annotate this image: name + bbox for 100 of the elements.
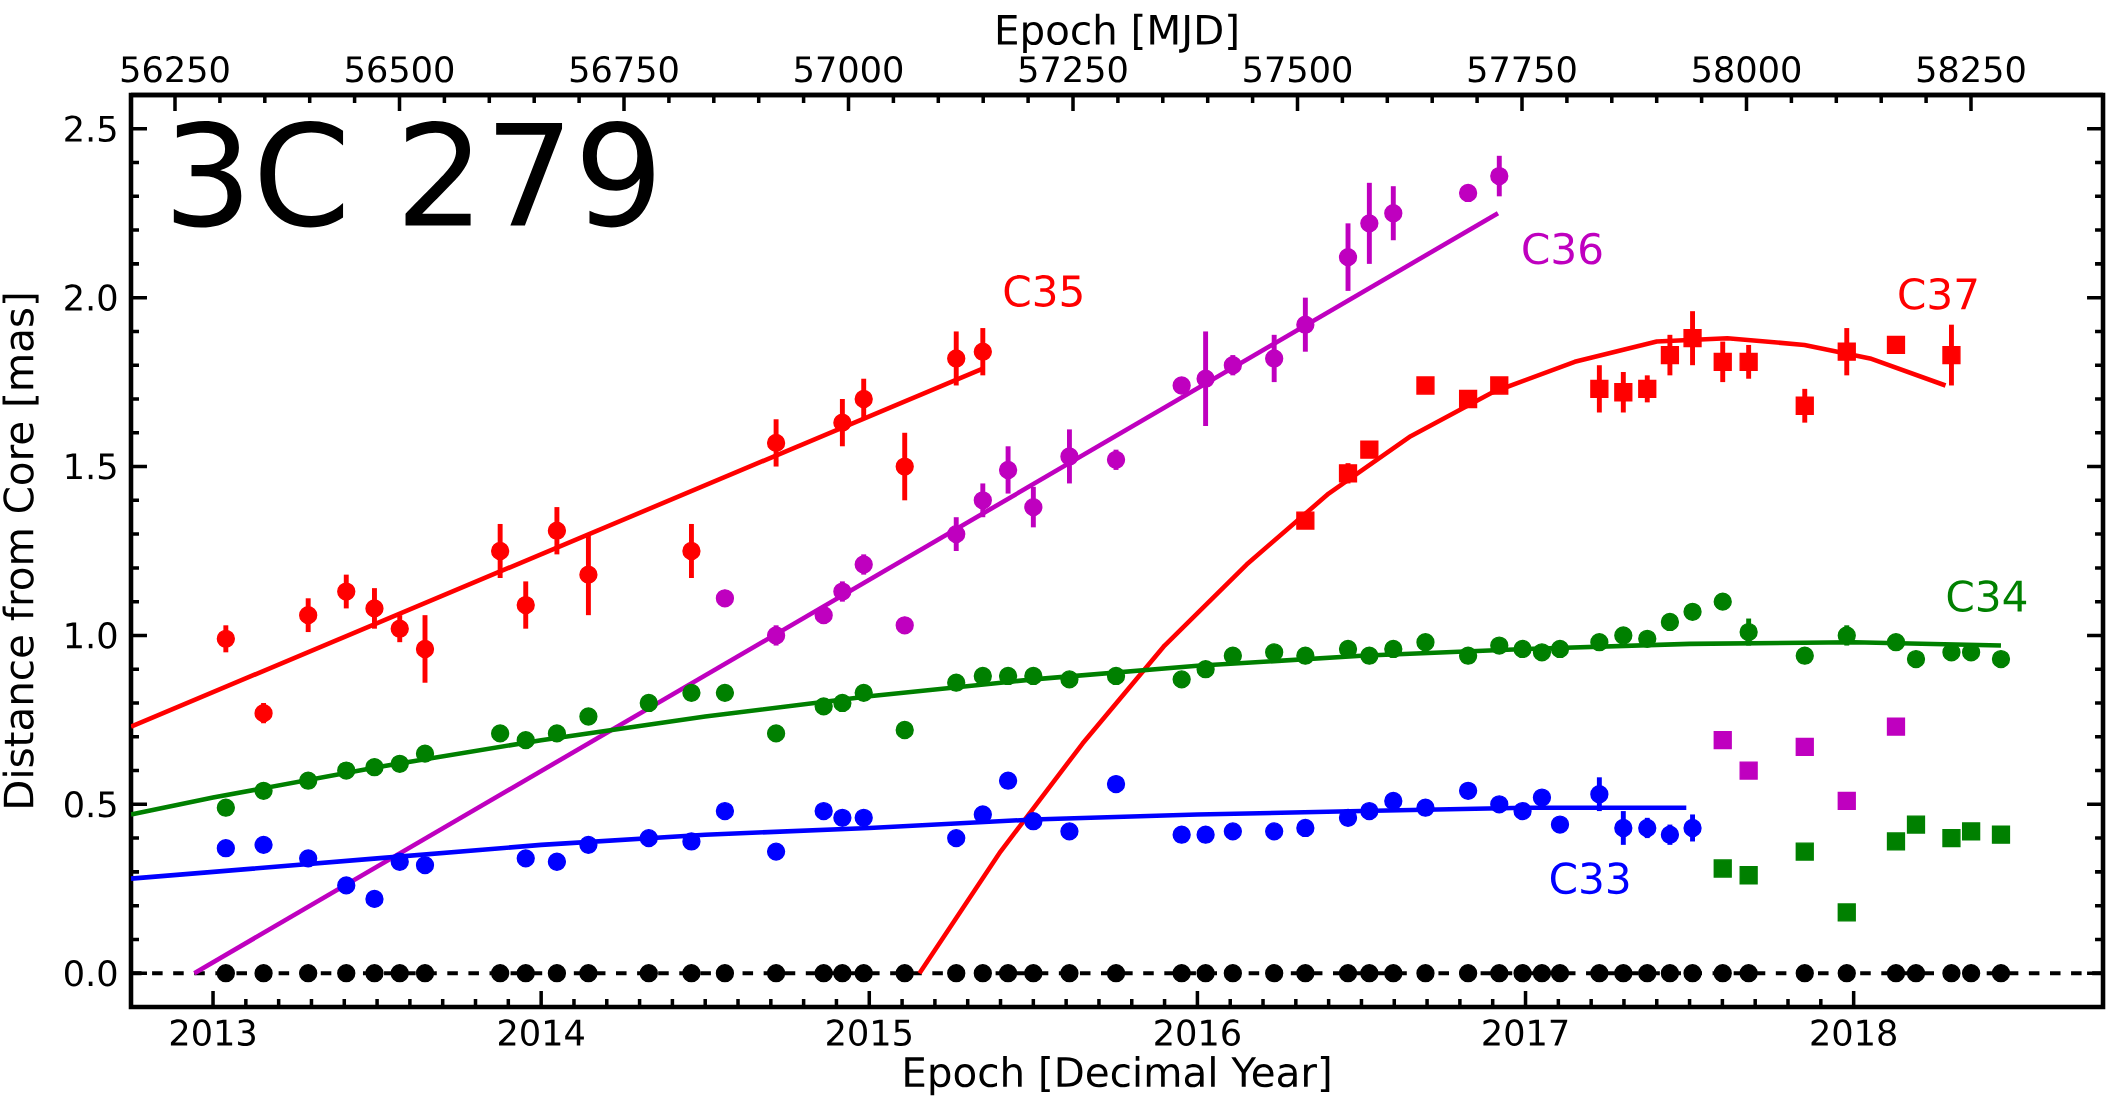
- point: [1550, 815, 1570, 834]
- point: [715, 801, 735, 821]
- point: [1683, 818, 1702, 838]
- point: [1360, 646, 1379, 665]
- point: [1638, 379, 1657, 399]
- point: [854, 555, 873, 574]
- point: [1024, 666, 1043, 686]
- point: [639, 693, 658, 713]
- point: [547, 964, 567, 983]
- point: [766, 842, 786, 861]
- point: [547, 521, 567, 540]
- point: [682, 832, 701, 851]
- x2-tick-label: 56250: [121, 55, 229, 83]
- point: [1638, 964, 1657, 983]
- point: [299, 771, 318, 790]
- point: [1490, 964, 1509, 983]
- point: [1384, 204, 1403, 223]
- x2-tick-label: 57250: [1019, 55, 1127, 83]
- point: [814, 801, 833, 821]
- point: [547, 724, 567, 743]
- point: [833, 808, 852, 827]
- point: [1660, 964, 1680, 983]
- point: [1660, 345, 1680, 365]
- point: [1223, 356, 1242, 375]
- point: [1991, 964, 2011, 983]
- x2-tick-label: 57500: [1244, 55, 1352, 83]
- y-tick-label: 1.0: [66, 622, 117, 649]
- point: [415, 639, 435, 659]
- point: [1795, 396, 1814, 415]
- point: [998, 666, 1018, 686]
- point: [516, 964, 535, 983]
- point: [1106, 450, 1126, 469]
- x-axis-title: Epoch [Decimal Year]: [905, 1056, 1330, 1096]
- point: [1384, 639, 1403, 659]
- point: [814, 697, 833, 716]
- point: [998, 771, 1018, 790]
- point: [1961, 964, 1981, 983]
- point: [365, 758, 384, 777]
- point: [365, 599, 384, 618]
- point: [1837, 342, 1856, 361]
- point: [299, 849, 318, 868]
- point: [1739, 964, 1758, 983]
- point: [1196, 369, 1215, 388]
- point: [1296, 511, 1315, 530]
- point: [516, 730, 535, 750]
- point: [947, 524, 966, 544]
- point: [1532, 964, 1552, 983]
- series-label: C36: [1523, 232, 1602, 265]
- point: [415, 744, 435, 763]
- point: [1458, 964, 1478, 983]
- point: [1739, 352, 1758, 371]
- point: [579, 964, 598, 983]
- point: [1837, 903, 1856, 922]
- x-tick-label: 2016: [1155, 1019, 1240, 1046]
- x2-tick-label: 57000: [795, 55, 903, 83]
- point: [415, 855, 435, 875]
- point: [1338, 247, 1358, 267]
- point: [1196, 660, 1215, 679]
- point: [1795, 842, 1814, 861]
- series-label: C37: [1899, 277, 1977, 310]
- x2-axis-title: Epoch [MJD]: [997, 13, 1237, 53]
- point: [833, 413, 852, 432]
- point: [1338, 464, 1358, 483]
- point: [216, 839, 235, 858]
- point: [1024, 812, 1043, 831]
- point: [1360, 801, 1379, 821]
- y-tick-label: 2.0: [65, 284, 117, 311]
- point: [1906, 815, 1926, 834]
- y-tick-label: 1.5: [66, 453, 116, 480]
- point: [1713, 592, 1732, 611]
- point: [1906, 964, 1926, 983]
- point: [254, 781, 273, 800]
- point: [715, 683, 735, 702]
- point: [1296, 818, 1315, 838]
- point: [365, 889, 384, 909]
- point: [1795, 737, 1814, 757]
- point: [516, 849, 535, 868]
- point: [1739, 761, 1758, 780]
- point: [491, 541, 510, 561]
- point: [895, 457, 914, 476]
- point: [1795, 646, 1814, 665]
- point: [1942, 345, 1961, 365]
- point: [1265, 349, 1284, 368]
- point: [1660, 825, 1680, 844]
- point: [1458, 389, 1478, 409]
- point: [547, 852, 567, 871]
- x-tick-label: 2018: [1811, 1019, 1896, 1046]
- point: [1458, 183, 1478, 203]
- x2-tick-label: 58000: [1693, 55, 1801, 83]
- point: [337, 964, 356, 983]
- point: [1458, 646, 1478, 665]
- point: [1296, 315, 1315, 334]
- point: [1683, 329, 1702, 348]
- point: [1614, 626, 1633, 645]
- series-label: C35: [1004, 275, 1082, 307]
- point: [947, 349, 966, 368]
- point: [833, 964, 852, 983]
- point: [1223, 964, 1242, 983]
- point: [1106, 666, 1126, 686]
- point: [579, 707, 598, 726]
